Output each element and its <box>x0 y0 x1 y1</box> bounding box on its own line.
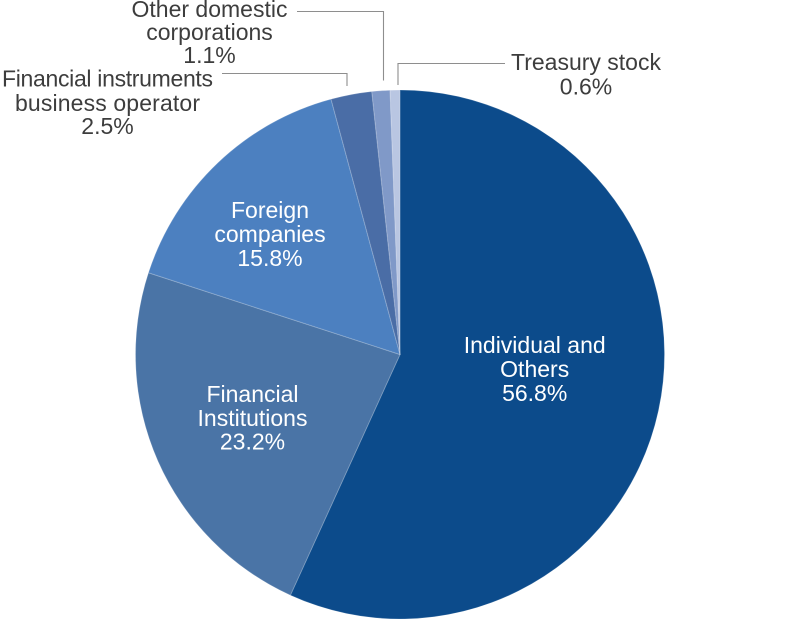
svg-text:0.6%: 0.6% <box>560 73 612 99</box>
svg-text:companies: companies <box>214 221 325 247</box>
svg-text:business operator: business operator <box>15 90 200 116</box>
svg-text:56.8%: 56.8% <box>502 380 567 406</box>
svg-text:Others: Others <box>500 356 569 382</box>
svg-text:Foreign: Foreign <box>231 197 309 223</box>
svg-text:Financial: Financial <box>206 381 298 407</box>
svg-text:1.1%: 1.1% <box>183 42 235 68</box>
svg-text:corporations: corporations <box>146 19 273 45</box>
svg-text:Individual and: Individual and <box>464 332 606 358</box>
svg-text:Other domestic: Other domestic <box>132 0 288 22</box>
svg-text:Treasury stock: Treasury stock <box>511 49 661 75</box>
svg-text:2.5%: 2.5% <box>81 113 133 139</box>
svg-text:Institutions: Institutions <box>198 405 308 431</box>
svg-text:23.2%: 23.2% <box>220 429 285 455</box>
svg-text:Financial instruments: Financial instruments <box>2 66 213 92</box>
svg-text:15.8%: 15.8% <box>237 245 302 271</box>
